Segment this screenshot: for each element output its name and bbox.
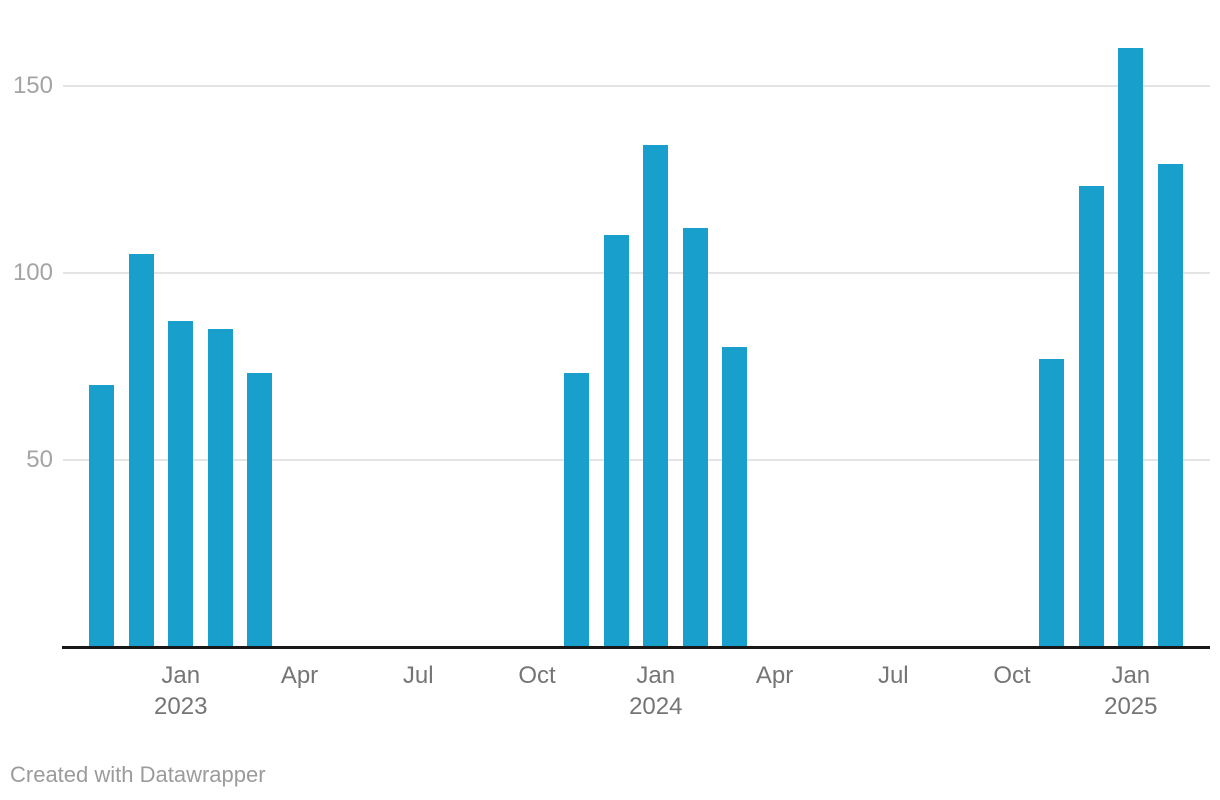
y-tick-label: 150 — [12, 71, 53, 99]
datawrapper-attribution-link[interactable]: Created with Datawrapper — [10, 762, 266, 787]
bar-mar-2023 — [247, 373, 273, 646]
bar-jan-2025 — [1118, 48, 1144, 646]
bar-feb-2023 — [207, 328, 233, 646]
x-tick-month: Jul — [402, 662, 434, 689]
bar-jan-2023 — [168, 321, 194, 646]
x-tick-label: Jul — [823, 660, 963, 691]
x-tick-month: Jan — [636, 662, 676, 689]
bar-dec-2022 — [128, 253, 154, 646]
x-tick-label: Oct — [942, 660, 1082, 691]
bar-jan-2024 — [643, 145, 669, 646]
bar-feb-2025 — [1157, 164, 1183, 646]
x-tick-year: 2023 — [154, 693, 208, 720]
bar-nov-2024 — [1039, 358, 1065, 646]
x-tick-label: Oct — [467, 660, 607, 691]
x-tick-label: Apr — [705, 660, 845, 691]
x-tick-month: Oct — [993, 662, 1031, 689]
y-tick-label: 100 — [12, 258, 53, 286]
x-tick-label: Jan 2023 — [111, 660, 251, 722]
x-tick-month: Jan — [1111, 662, 1151, 689]
bar-nov-2023 — [564, 373, 590, 646]
x-tick-month: Apr — [280, 662, 319, 689]
x-tick-month: Jan — [161, 662, 201, 689]
x-axis-line — [62, 646, 1210, 649]
x-tick-label: Jul — [348, 660, 488, 691]
x-tick-year: 2024 — [629, 693, 683, 720]
x-tick-month: Jul — [877, 662, 909, 689]
x-tick-month: Oct — [518, 662, 556, 689]
x-tick-label: Jan 2024 — [586, 660, 726, 722]
bar-mar-2024 — [722, 347, 748, 646]
x-tick-year: 2025 — [1104, 693, 1158, 720]
bar-dec-2024 — [1078, 186, 1104, 646]
x-tick-label: Apr — [230, 660, 370, 691]
y-tick-label: 50 — [26, 445, 53, 473]
bar-feb-2024 — [682, 227, 708, 646]
x-tick-label: Jan 2025 — [1061, 660, 1201, 722]
y-gridline — [63, 458, 1210, 461]
y-gridline — [63, 84, 1210, 87]
bar-nov-2022 — [89, 384, 115, 646]
y-gridline — [63, 271, 1210, 274]
x-tick-month: Apr — [755, 662, 794, 689]
bar-dec-2023 — [603, 235, 629, 646]
